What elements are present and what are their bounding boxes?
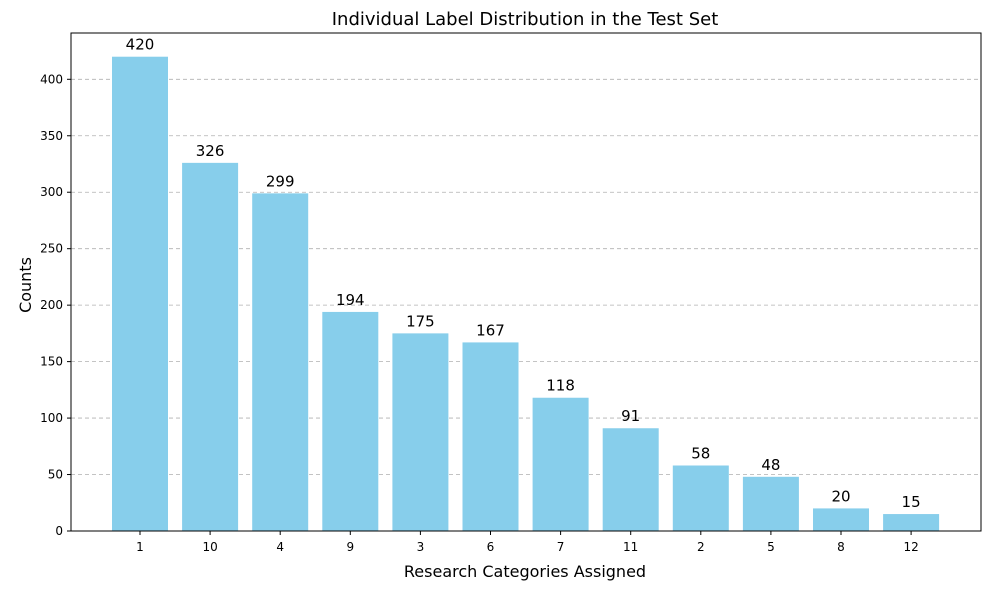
bar-value-label: 48: [761, 456, 780, 474]
bar: [392, 333, 449, 531]
plot-frame: [70, 32, 982, 532]
bar: [322, 311, 379, 531]
x-tick-label: 10: [202, 540, 217, 554]
bar-value-label: 15: [902, 493, 921, 511]
x-tick-label: 11: [623, 540, 638, 554]
y-tick-label: 350: [40, 129, 63, 143]
x-tick-label: 7: [557, 540, 565, 554]
y-tick-label: 150: [40, 355, 63, 369]
bar-value-label: 194: [336, 291, 365, 309]
bar-value-label: 58: [691, 445, 710, 463]
bar: [112, 56, 168, 531]
bar: [672, 465, 729, 531]
bar-value-label: 299: [266, 172, 295, 190]
bar-value-label: 326: [196, 142, 225, 160]
chart-title: Individual Label Distribution in the Tes…: [332, 9, 719, 30]
y-tick-label: 300: [40, 185, 63, 199]
y-tick-label: 0: [55, 524, 63, 538]
bar: [462, 342, 519, 531]
x-tick-label: 9: [346, 540, 354, 554]
y-tick-label: 400: [40, 72, 63, 86]
x-tick-label: 2: [697, 540, 705, 554]
y-tick-label: 50: [48, 468, 63, 482]
bar: [883, 514, 940, 531]
bar: [742, 476, 799, 531]
y-tick-label: 200: [40, 298, 63, 312]
x-tick-label: 8: [837, 540, 845, 554]
bar-value-label: 175: [406, 312, 435, 330]
bar: [813, 508, 869, 531]
bar: [602, 428, 659, 531]
bar: [182, 162, 239, 531]
y-axis-label: Counts: [16, 257, 35, 313]
bar: [252, 193, 309, 531]
bar-value-label: 420: [126, 36, 155, 54]
bar-value-label: 118: [546, 377, 575, 395]
y-tick-label: 100: [40, 411, 63, 425]
y-axis-ticks: 0 50 100 150 200 250 300 350 400: [40, 72, 71, 538]
bar-value-label: 167: [476, 321, 505, 339]
x-axis-label: Research Categories Assigned: [404, 562, 646, 581]
gridlines: [71, 78, 981, 475]
x-tick-label: 3: [417, 540, 425, 554]
x-tick-label: 6: [487, 540, 495, 554]
x-tick-label: 5: [767, 540, 775, 554]
bars: [112, 56, 940, 531]
bar: [532, 397, 589, 531]
x-tick-label: 1: [136, 540, 144, 554]
bar-value-label: 91: [621, 407, 640, 425]
x-axis-ticks: 1 10 4 9 3 6 7 11 2 5 8 12: [136, 531, 919, 554]
x-tick-label: 12: [903, 540, 918, 554]
x-tick-label: 4: [276, 540, 284, 554]
y-tick-label: 250: [40, 242, 63, 256]
bar-value-label: 20: [831, 487, 850, 505]
data-labels: 420 326 299 194 175 167 118 91 58 48 20 15: [126, 36, 921, 511]
